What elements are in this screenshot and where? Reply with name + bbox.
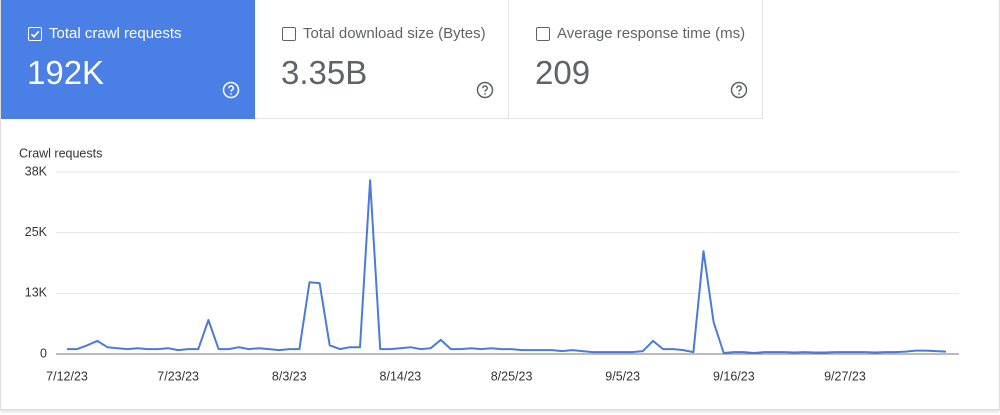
- metric-label: Total crawl requests: [49, 25, 182, 42]
- help-icon[interactable]: [222, 81, 240, 104]
- metric-value: 3.35B: [281, 54, 368, 91]
- y-axis-title: Crawl requests: [19, 146, 102, 160]
- y-tick-label: 25K: [25, 225, 48, 239]
- x-tick-label: 8/3/23: [272, 369, 307, 383]
- metric-cards: Total crawl requests 192K Total download s…: [1, 0, 999, 119]
- x-tick-label: 9/16/23: [713, 369, 755, 383]
- metric-card[interactable]: Total crawl requests 192K: [1, 0, 255, 119]
- metric-value: 192K: [27, 54, 105, 91]
- checkbox[interactable]: [28, 27, 42, 41]
- metric-card[interactable]: Average response time (ms) 209: [509, 0, 763, 119]
- help-icon[interactable]: [476, 81, 494, 104]
- help-icon[interactable]: [730, 81, 748, 104]
- x-tick-label: 7/23/23: [157, 369, 199, 383]
- x-tick-label: 8/14/23: [380, 369, 422, 383]
- data-line: [67, 179, 947, 354]
- checkbox[interactable]: [282, 27, 296, 41]
- metric-label: Total download size (Bytes): [303, 25, 486, 42]
- y-tick-label: 0: [40, 346, 47, 360]
- metric-value: 209: [535, 54, 591, 91]
- x-tick-label: 9/5/23: [605, 369, 640, 383]
- y-tick-label: 13K: [25, 286, 48, 300]
- metric-label: Average response time (ms): [557, 25, 746, 42]
- metric-card[interactable]: Total download size (Bytes) 3.35B: [255, 0, 509, 119]
- x-tick-label: 7/12/23: [46, 369, 88, 383]
- x-tick-label: 8/25/23: [491, 369, 533, 383]
- x-tick-label: 9/27/23: [824, 369, 866, 383]
- y-tick-label: 38K: [25, 164, 48, 178]
- checkbox[interactable]: [536, 27, 550, 41]
- chart: Crawl requests 0 13K 25K 38K 7/12/23 7/23/23 8…: [19, 146, 959, 383]
